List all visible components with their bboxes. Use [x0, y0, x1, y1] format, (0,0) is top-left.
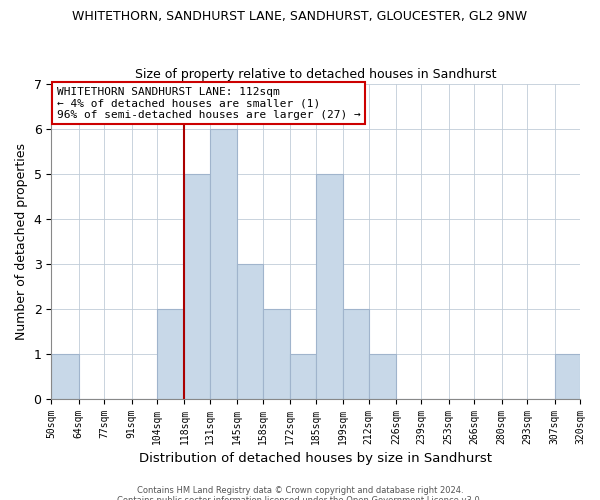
Text: WHITETHORN SANDHURST LANE: 112sqm
← 4% of detached houses are smaller (1)
96% of: WHITETHORN SANDHURST LANE: 112sqm ← 4% o…: [56, 86, 361, 120]
X-axis label: Distribution of detached houses by size in Sandhurst: Distribution of detached houses by size …: [139, 452, 492, 465]
Title: Size of property relative to detached houses in Sandhurst: Size of property relative to detached ho…: [135, 68, 496, 81]
Bar: [184, 174, 210, 398]
Bar: [210, 128, 238, 398]
Bar: [316, 174, 343, 398]
Y-axis label: Number of detached properties: Number of detached properties: [15, 142, 28, 340]
Bar: [290, 354, 316, 399]
Bar: [238, 264, 263, 398]
Bar: [343, 308, 368, 398]
Bar: [51, 354, 79, 399]
Text: Contains public sector information licensed under the Open Government Licence v3: Contains public sector information licen…: [118, 496, 482, 500]
Bar: [263, 308, 290, 398]
Bar: [157, 308, 184, 398]
Text: Contains HM Land Registry data © Crown copyright and database right 2024.: Contains HM Land Registry data © Crown c…: [137, 486, 463, 495]
Bar: [368, 354, 396, 399]
Bar: [554, 354, 580, 399]
Text: WHITETHORN, SANDHURST LANE, SANDHURST, GLOUCESTER, GL2 9NW: WHITETHORN, SANDHURST LANE, SANDHURST, G…: [73, 10, 527, 23]
